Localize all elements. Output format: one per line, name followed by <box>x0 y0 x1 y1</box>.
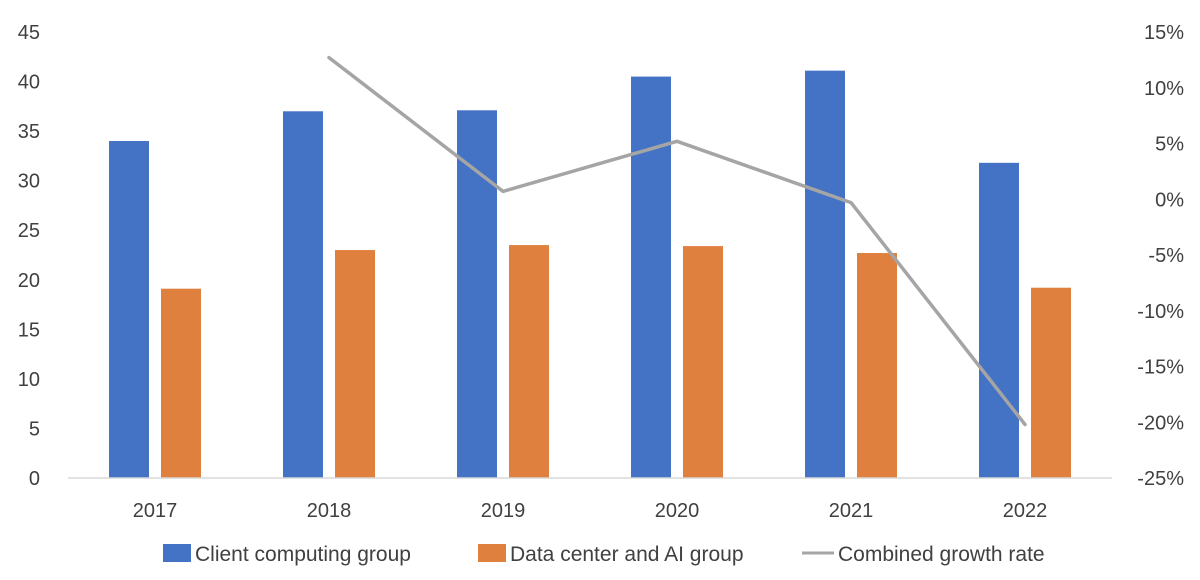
left-tick-label: 40 <box>18 72 40 94</box>
left-tick-label: 25 <box>18 220 40 242</box>
left-tick-label: 20 <box>18 270 40 292</box>
right-tick-label: 15% <box>1144 22 1184 44</box>
right-tick-label: -15% <box>1137 357 1184 379</box>
bar-datacenter-2017 <box>161 288 201 478</box>
right-tick-label: 0% <box>1155 189 1184 211</box>
legend-swatch-client <box>163 544 191 562</box>
right-tick-label: -25% <box>1137 468 1184 490</box>
left-tick-label: 35 <box>18 121 40 143</box>
legend: Client computing group Data center and A… <box>163 543 1045 566</box>
bar-datacenter-2020 <box>683 246 723 478</box>
x-tick-label: 2019 <box>481 500 526 522</box>
left-tick-label: 45 <box>18 22 40 44</box>
right-axis-ticks: -25% -20% -15% -10% -5% 0% 5% 10% 15% <box>1137 22 1184 490</box>
right-tick-label: -10% <box>1137 301 1184 323</box>
x-tick-label: 2018 <box>307 500 352 522</box>
bar-client-2020 <box>631 76 671 478</box>
x-tick-label: 2022 <box>1003 500 1048 522</box>
bar-datacenter-2022 <box>1031 287 1071 478</box>
growth-line-group <box>327 55 1027 427</box>
bar-datacenter-2021 <box>857 253 897 478</box>
left-tick-label: 0 <box>29 468 40 490</box>
left-tick-label: 10 <box>18 369 40 391</box>
x-tick-label: 2021 <box>829 500 874 522</box>
bar-client-2019 <box>457 110 497 478</box>
legend-label-datacenter: Data center and AI group <box>510 543 744 566</box>
bar-datacenter-2018 <box>335 250 375 478</box>
bar-client-2022 <box>979 162 1019 478</box>
legend-label-client: Client computing group <box>195 543 411 566</box>
legend-swatch-datacenter <box>478 544 506 562</box>
right-tick-label: -20% <box>1137 412 1184 434</box>
left-tick-label: 30 <box>18 171 40 193</box>
bar-client-2018 <box>283 111 323 479</box>
x-tick-label: 2017 <box>133 500 178 522</box>
bar-datacenter-2019 <box>509 245 549 478</box>
right-tick-label: 10% <box>1144 78 1184 100</box>
left-axis-ticks: 0 5 10 15 20 25 30 35 40 45 <box>18 22 40 490</box>
x-axis-ticks: 2017 2018 2019 2020 2021 2022 <box>133 500 1048 522</box>
legend-label-growth: Combined growth rate <box>838 543 1045 566</box>
x-tick-label: 2020 <box>655 500 700 522</box>
left-tick-label: 15 <box>18 319 40 341</box>
right-tick-label: 5% <box>1155 134 1184 156</box>
growth-rate-line <box>327 55 1027 427</box>
bar-client-2021 <box>805 70 845 479</box>
right-tick-label: -5% <box>1148 245 1184 267</box>
left-tick-label: 5 <box>29 418 40 440</box>
bar-client-2017 <box>109 141 149 478</box>
bars <box>109 70 1071 479</box>
